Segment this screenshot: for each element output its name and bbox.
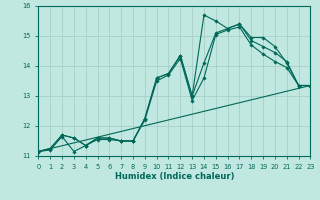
X-axis label: Humidex (Indice chaleur): Humidex (Indice chaleur) bbox=[115, 172, 234, 181]
